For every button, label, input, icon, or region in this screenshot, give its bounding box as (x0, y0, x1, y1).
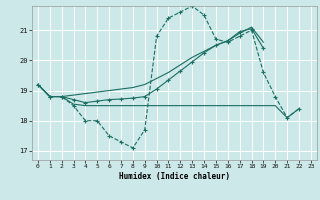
X-axis label: Humidex (Indice chaleur): Humidex (Indice chaleur) (119, 172, 230, 181)
